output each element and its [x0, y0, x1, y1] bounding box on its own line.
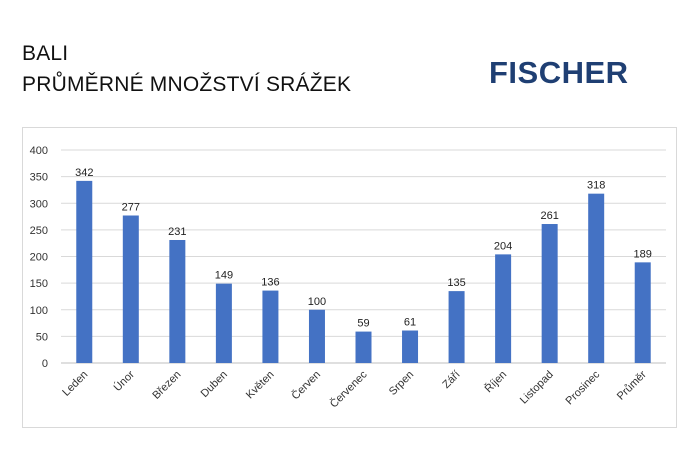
bar-1 — [122, 215, 139, 363]
y-tick-label: 150 — [30, 278, 48, 290]
chart-frame: 0 50 100 150 200 250 300 350 400 342 Leden 277 Únor 2… — [22, 127, 677, 428]
y-tick-label: 350 — [30, 172, 48, 184]
data-label: 136 — [261, 277, 279, 289]
data-label: 59 — [357, 318, 369, 330]
x-tick-label: Duben — [199, 369, 230, 400]
data-label: 61 — [404, 317, 416, 329]
x-tick-label: Prosinec — [564, 368, 603, 407]
y-tick-label: 100 — [30, 305, 48, 317]
data-label: 189 — [634, 248, 652, 260]
data-label: 149 — [215, 270, 233, 282]
data-label: 204 — [494, 240, 512, 252]
x-tick-label: Únor — [111, 368, 137, 394]
y-tick-label: 0 — [42, 358, 48, 370]
data-label: 318 — [587, 180, 605, 192]
bar-9 — [495, 254, 512, 363]
x-tick-label: Září — [440, 369, 462, 391]
x-tick-label: Červenec — [327, 368, 370, 411]
title-line-2: PRŮMĚRNÉ MNOŽSTVÍ SRÁŽEK — [22, 73, 352, 96]
y-tick-label: 300 — [30, 198, 48, 210]
bar-11 — [588, 193, 605, 363]
x-tick-label: Říjen — [482, 368, 509, 395]
bar-3 — [215, 283, 232, 363]
data-label: 261 — [540, 210, 558, 222]
data-label: 277 — [122, 201, 140, 213]
data-label: 135 — [447, 277, 465, 289]
x-tick-label: Červen — [289, 368, 323, 402]
x-tick-label: Průměr — [615, 368, 649, 402]
x-tick-label: Srpen — [387, 369, 416, 398]
x-tick-label: Listopad — [518, 369, 556, 407]
bar-0 — [76, 180, 93, 363]
data-label: 231 — [168, 226, 186, 238]
bar-5 — [308, 309, 325, 363]
y-tick-label: 50 — [36, 331, 48, 343]
y-tick-label: 250 — [30, 225, 48, 237]
bar-2 — [169, 239, 186, 363]
bar-10 — [541, 224, 558, 363]
page-title: BALI PRŮMĚRNÉ MNOŽSTVÍ SRÁŽEK — [22, 38, 351, 100]
x-tick-label: Leden — [60, 369, 90, 399]
y-tick-label: 200 — [30, 252, 48, 264]
bar-chart: 0 50 100 150 200 250 300 350 400 342 Leden 277 Únor 2… — [30, 145, 666, 411]
brand-logo: FISCHER — [489, 55, 629, 90]
bar-8 — [448, 291, 465, 363]
bar-4 — [262, 290, 279, 363]
bar-6 — [355, 331, 372, 363]
y-tick-label: 400 — [30, 145, 48, 157]
title-line-1: BALI — [22, 42, 69, 65]
x-tick-label: Květen — [244, 369, 277, 402]
bar-12 — [634, 262, 651, 363]
bar-7 — [402, 330, 419, 363]
x-tick-label: Březen — [150, 369, 183, 402]
data-label: 100 — [308, 296, 326, 308]
data-label: 342 — [75, 167, 93, 179]
